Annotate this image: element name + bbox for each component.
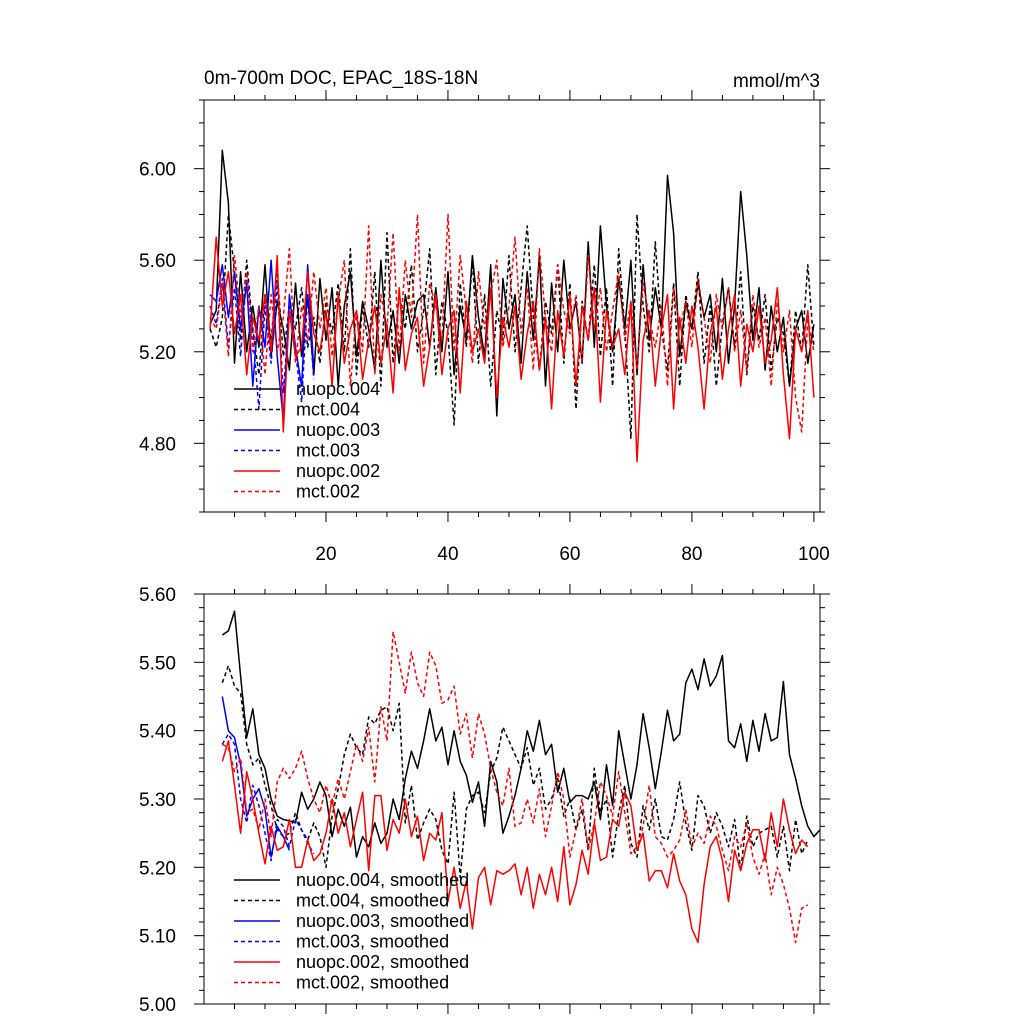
legend-label-mct-002: mct.002 [296,482,360,502]
series-line-mct-002-smoothed [221,630,809,944]
top-y-tick-label: 5.60 [139,251,176,272]
top-x-tick-label: 80 [681,544,702,565]
legend-label-mct-004: mct.004 [296,400,360,420]
legend-label-nuopc-003-smoothed: nuopc.003, smoothed [296,911,469,931]
top-y-tick-label: 6.00 [139,160,176,181]
bottom-y-tick-label: 5.30 [139,790,176,811]
series-line-nuopc-002-smoothed [221,740,809,944]
bottom-y-tick-label: 5.60 [139,585,176,606]
legend-label-nuopc-002-smoothed: nuopc.002, smoothed [296,952,469,972]
legend-label-mct-002-smoothed: mct.002, smoothed [296,973,449,993]
top-x-tick-label: 20 [315,544,336,565]
top-y-tick-label: 5.20 [139,343,176,364]
legend-label-nuopc-002: nuopc.002 [296,461,380,481]
bottom-y-tick-label: 5.00 [139,995,176,1016]
series-line-mct-004-smoothed [221,664,809,879]
bottom-y-tick-label: 5.40 [139,722,176,743]
top-y-tick-label: 4.80 [139,434,176,455]
chart-title: 0m-700m DOC, EPAC_18S-18N [204,68,478,89]
legend-label-nuopc-004-smoothed: nuopc.004, smoothed [296,870,469,890]
bottom-y-tick-label: 5.20 [139,858,176,879]
series-line-mct-002 [209,213,815,433]
top-x-tick-label: 40 [437,544,458,565]
top-x-tick-label: 100 [798,544,830,565]
legend-label-nuopc-003: nuopc.003 [296,420,380,440]
legend-label-nuopc-004: nuopc.004 [296,379,380,399]
top-x-tick-label: 60 [559,544,580,565]
units-label: mmol/m^3 [733,71,820,92]
legend-label-mct-004-smoothed: mct.004, smoothed [296,891,449,911]
bottom-panel: 5.00 5.10 5.20 5.30 5.40 5.50 5.60 nuopc.004, s… [139,584,830,1016]
series-line-nuopc-004-smoothed [221,610,821,858]
bottom-y-tick-label: 5.50 [139,653,176,674]
legend-label-mct-003-smoothed: mct.003, smoothed [296,932,449,952]
legend-label-mct-003: mct.003 [296,441,360,461]
bottom-y-tick-label: 5.10 [139,927,176,948]
